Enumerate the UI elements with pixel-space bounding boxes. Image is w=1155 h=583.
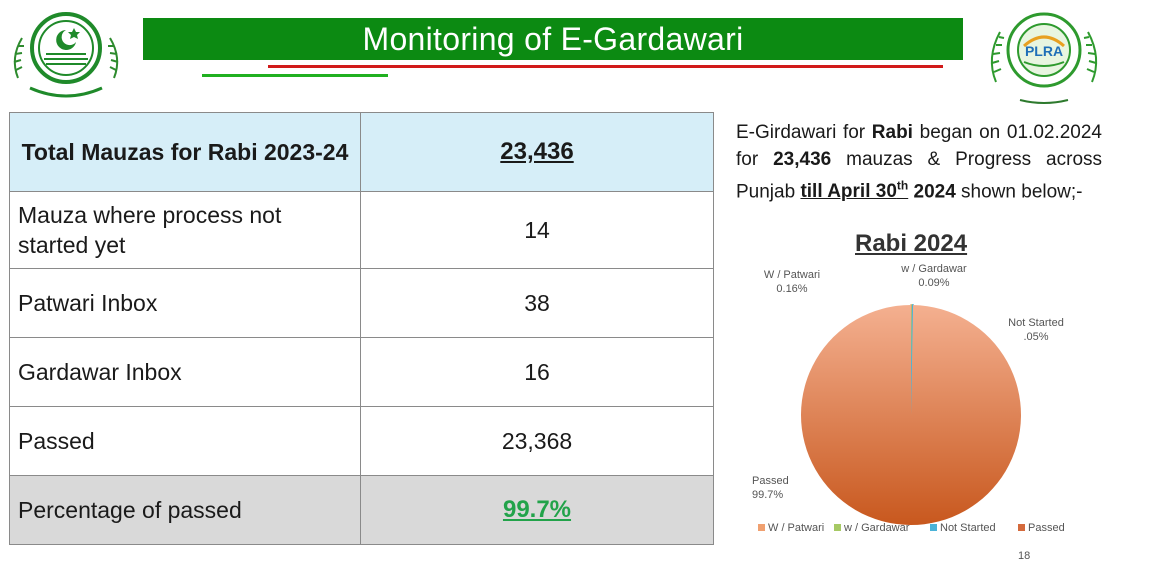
desc-text-2: began on 01.02.2024 for [736, 122, 1102, 170]
table-row: Mauza where process not started yet 14 [9, 191, 714, 269]
row-value: 38 [360, 268, 714, 338]
slice-pct-w-gardawar: 0.09% [918, 277, 949, 289]
slice-label-w-patwari: W / Patwari [764, 269, 820, 281]
chart-title: Rabi 2024 [855, 230, 968, 257]
page-title: Monitoring of E-Gardawari [143, 18, 963, 60]
desc-season: Rabi [871, 122, 913, 143]
row-value: 14 [360, 191, 714, 269]
punjab-government-logo [8, 8, 124, 100]
slice-pct-w-patwari: 0.16% [776, 283, 807, 295]
rabi-pie-chart: W / Patwari 0.16% w / Gardawar 0.09% Not Sta… [752, 263, 1065, 534]
table-footer-row: Percentage of passed 99.7% [9, 475, 714, 545]
desc-text-1: E-Girdawari for [736, 122, 866, 143]
desc-date-main: till April 30 [800, 181, 897, 203]
red-divider [268, 65, 943, 68]
desc-text-4: shown below;- [961, 181, 1083, 203]
pie-slice-not-started [910, 304, 914, 416]
legend-label-w-patwari: W / Patwari [768, 522, 824, 534]
row-label: Mauza where process not started yet [9, 191, 361, 269]
slice-label-not-started: Not Started [1008, 317, 1064, 329]
row-label: Passed [9, 406, 361, 476]
mauza-summary-table: Total Mauzas for Rabi 2023-24 23,436 Mau… [9, 112, 714, 545]
legend-swatch-w-gardawar [834, 524, 841, 531]
page-number: 18 [1018, 550, 1031, 562]
desc-text-3: mauzas & Progress across Punjab [736, 149, 1103, 203]
desc-date-suffix: th [896, 179, 909, 193]
slice-pct-not-started: .05% [1023, 331, 1048, 343]
slice-label-w-gardawar: w / Gardawar [900, 263, 967, 275]
pie-slice-passed [800, 305, 1021, 525]
legend-swatch-w-patwari [758, 524, 765, 531]
row-value: 16 [360, 337, 714, 407]
legend-label-w-gardawar: w / Gardawar [843, 522, 910, 534]
slice-label-passed: Passed [752, 475, 789, 487]
table-header-label: Total Mauzas for Rabi 2023-24 [9, 112, 361, 192]
table-header-value: 23,436 [360, 112, 714, 192]
legend-swatch-passed [1018, 524, 1025, 531]
legend-label-passed: Passed [1028, 522, 1065, 534]
footer-label: Percentage of passed [9, 475, 361, 545]
legend-label-not-started: Not Started [940, 522, 996, 534]
table-row: Passed 23,368 [9, 406, 714, 476]
row-value: 23,368 [360, 406, 714, 476]
slice-pct-passed: 99.7% [752, 489, 783, 501]
plra-logo-text: PLRA [1025, 43, 1063, 59]
progress-description: E-Girdawari for Rabi began on 01.02.2024… [736, 119, 1102, 205]
desc-mauza-count: 23,436 [773, 149, 832, 170]
desc-date: till April 30th [800, 179, 909, 203]
table-row: Patwari Inbox 38 [9, 268, 714, 338]
row-label: Gardawar Inbox [9, 337, 361, 407]
green-divider [202, 74, 388, 77]
row-label: Patwari Inbox [9, 268, 361, 338]
table-row: Gardawar Inbox 16 [9, 337, 714, 407]
plra-logo: PLRA [984, 6, 1104, 110]
table-header-row: Total Mauzas for Rabi 2023-24 23,436 [9, 112, 714, 192]
footer-value: 99.7% [360, 475, 714, 545]
legend-swatch-not-started [930, 524, 937, 531]
desc-year: 2024 [908, 181, 956, 203]
